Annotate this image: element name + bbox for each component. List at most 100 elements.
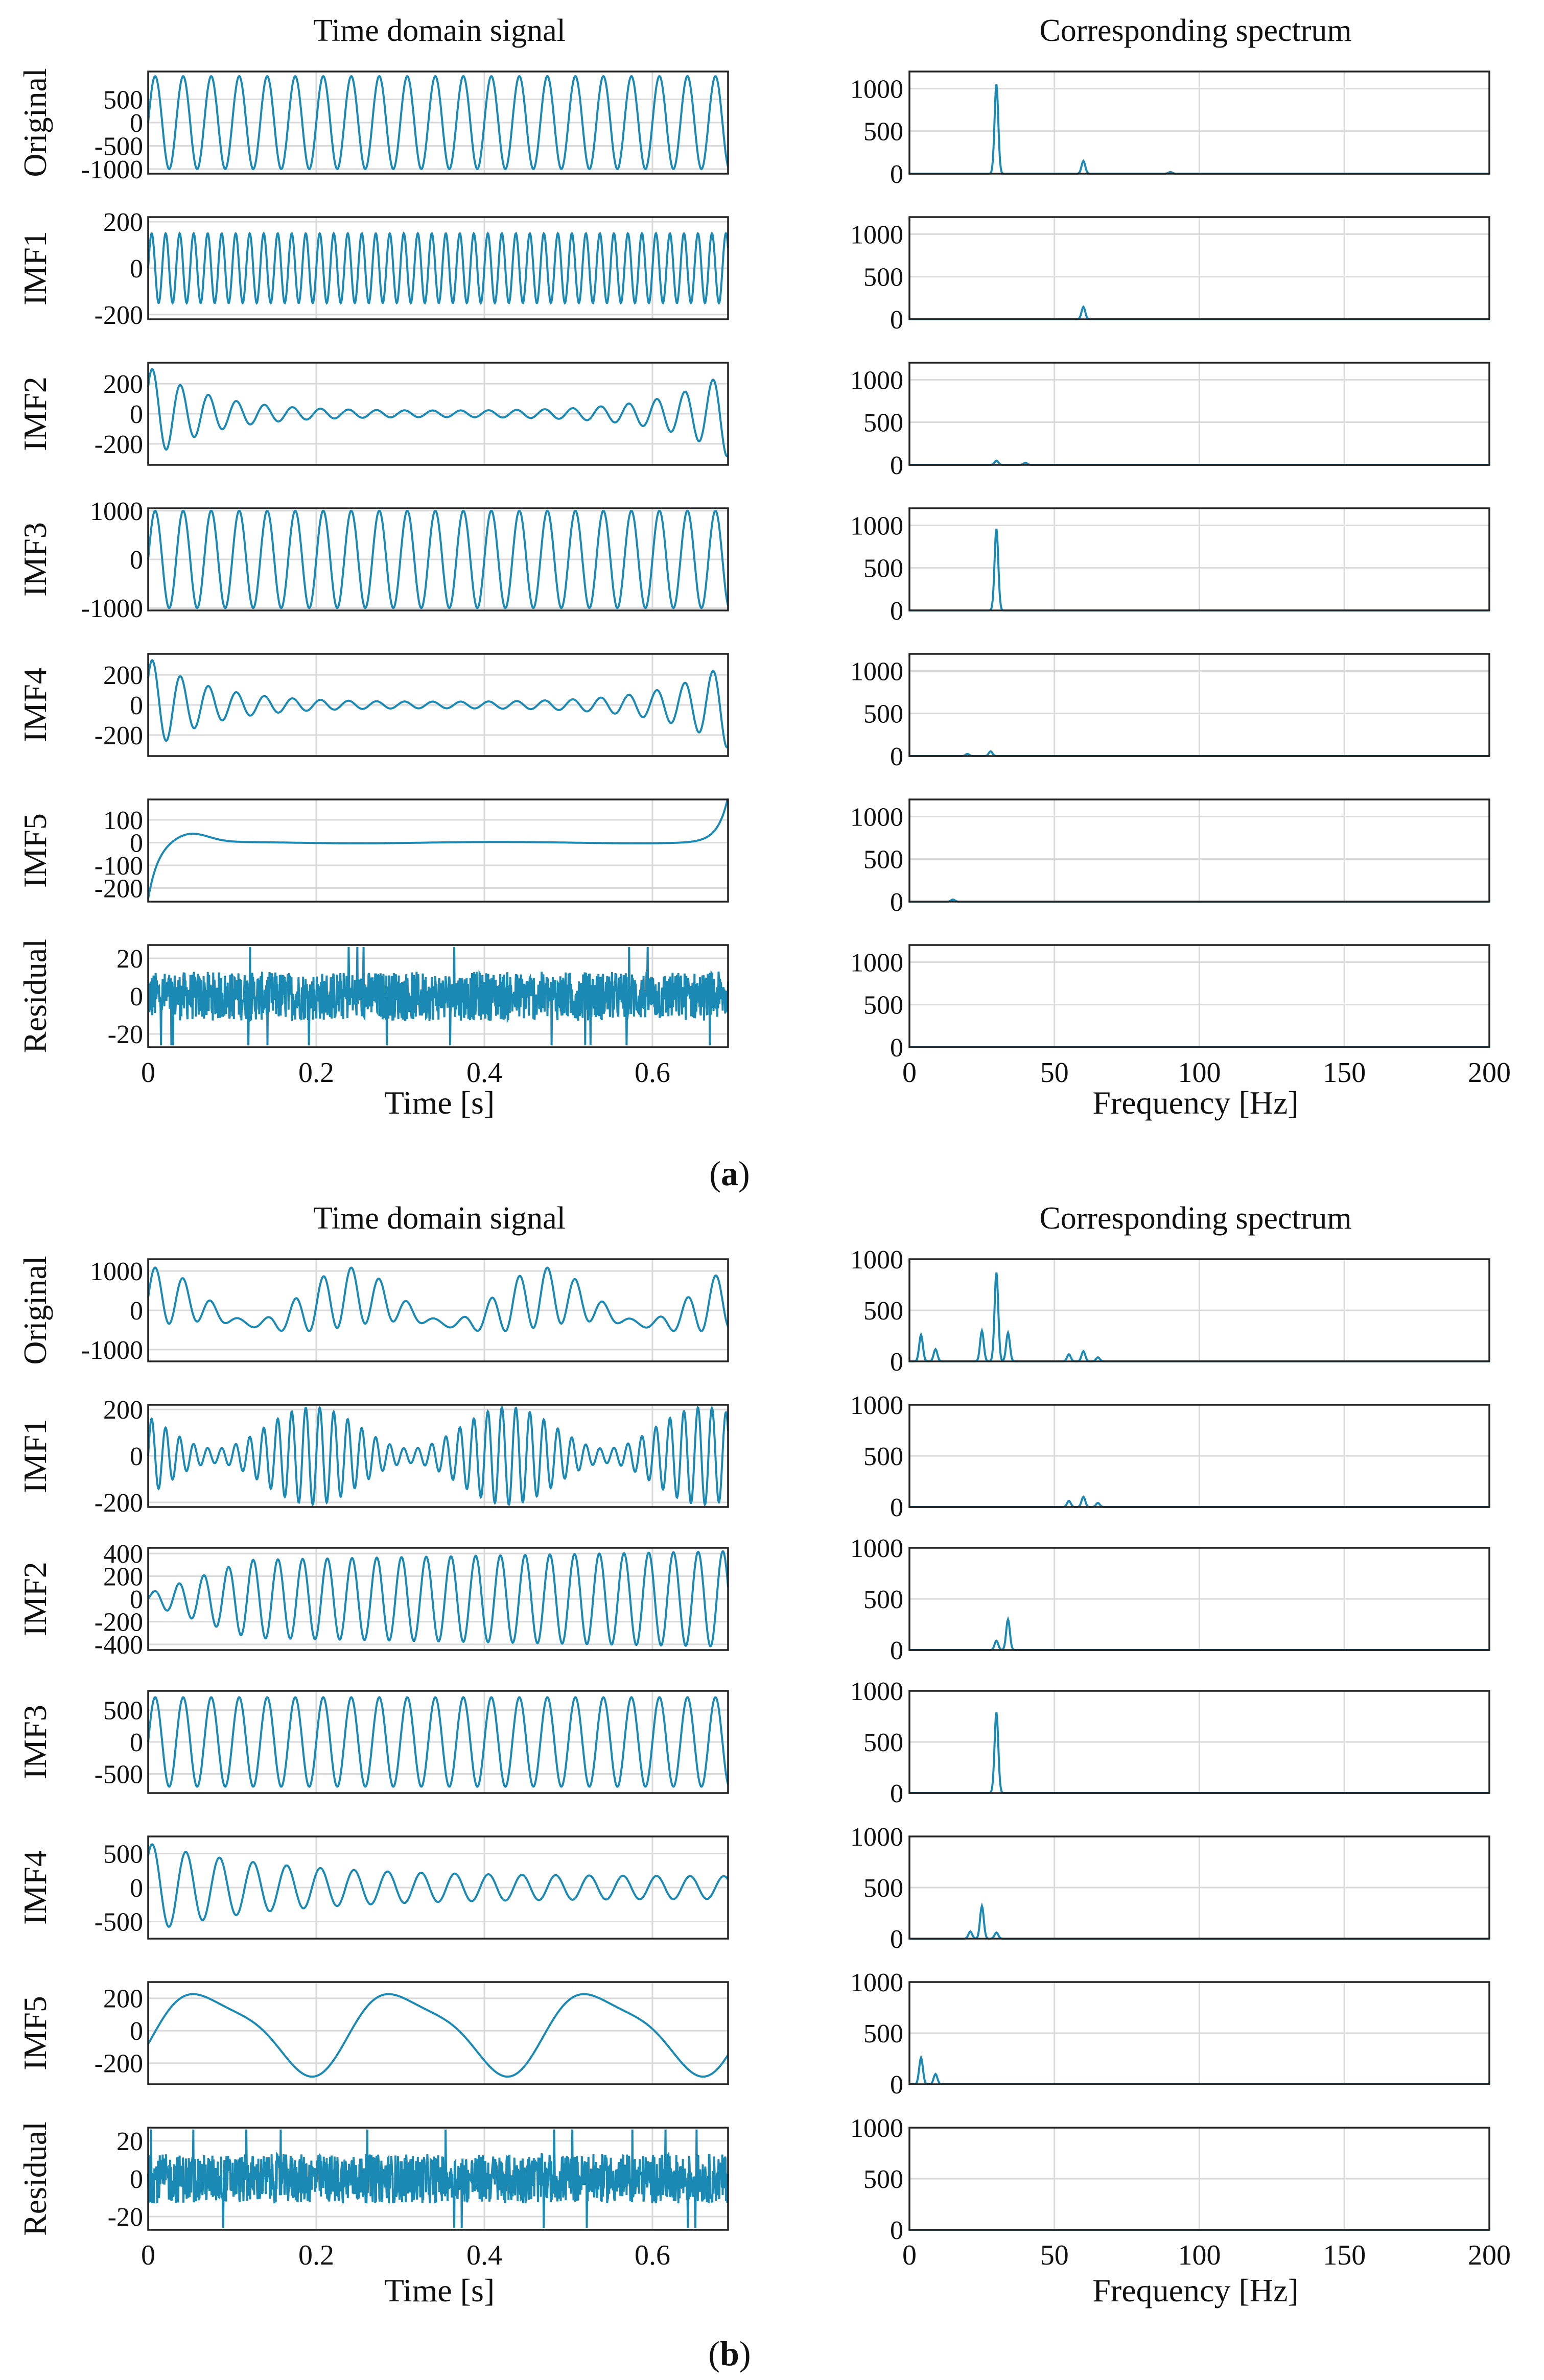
spec-axes-a-imf5: 0 500 1000 <box>850 798 1490 917</box>
ytick-label: 500 <box>863 991 903 1020</box>
axes-frame <box>908 1835 1490 1940</box>
ytick-label: 1000 <box>850 366 903 395</box>
series-original <box>147 1266 729 1332</box>
time-axes-b-imf5: 200 0 -200 IMF5 <box>17 1981 729 2085</box>
ytick-label: 0 <box>130 1585 143 1614</box>
ytick-label: 0 <box>130 109 143 138</box>
time-axes-b-imf4: 500 0 -500 IMF4 <box>17 1835 729 1940</box>
ylabel-residual: Residual <box>17 939 53 1053</box>
axes-frame <box>147 653 729 757</box>
ytick-label: 1000 <box>850 1968 903 1997</box>
ylabel-imf4: IMF4 <box>17 1850 53 1925</box>
xtick-label: 0 <box>141 2240 155 2271</box>
spec-axes-b-residual: 0 500 1000 0 50 100 150 200 <box>850 2114 1511 2271</box>
ylabel-original: Original <box>17 68 53 177</box>
spec-axes-b-imf4: 0 500 1000 <box>850 1823 1490 1954</box>
ytick-label: -100 <box>95 852 143 881</box>
xtick-label: 0 <box>141 1057 155 1089</box>
xtick-label: 50 <box>1040 2240 1069 2271</box>
ytick-label: 0 <box>890 1033 903 1063</box>
axes-frame <box>908 2127 1490 2231</box>
ylabel-imf3: IMF3 <box>17 522 53 597</box>
ytick-label: 500 <box>863 700 903 729</box>
spec-axes-a-original: 0 500 1000 <box>850 70 1490 189</box>
ytick-label: 0 <box>130 546 143 575</box>
ytick-label: 500 <box>103 1696 143 1726</box>
ytick-label: -200 <box>95 874 143 903</box>
ytick-label: -500 <box>95 1908 143 1937</box>
axes-frame <box>908 70 1490 175</box>
ytick-label: 500 <box>863 1442 903 1471</box>
ytick-label: 200 <box>103 1563 143 1592</box>
xtick-label: 150 <box>1323 2240 1366 2271</box>
axes-frame <box>147 944 729 1048</box>
ytick-label: 500 <box>863 1585 903 1614</box>
series-imf1 <box>147 1405 729 1507</box>
ytick-label: 1000 <box>90 1257 143 1286</box>
xtick-label: 0 <box>902 2240 917 2271</box>
xtick-label: 200 <box>1468 2240 1511 2271</box>
ytick-label: 500 <box>863 2019 903 2048</box>
ytick-label: 200 <box>103 1396 143 1425</box>
spec-axes-a-imf3: 0 500 1000 <box>850 507 1490 626</box>
ytick-label: -20 <box>108 1020 143 1049</box>
ytick-label: 1000 <box>850 803 903 832</box>
series-original <box>147 75 729 171</box>
ytick-label: -20 <box>108 2203 143 2232</box>
ytick-label: 1000 <box>850 2114 903 2143</box>
panel-b-time-title: Time domain signal <box>313 1201 566 1236</box>
series-imf5 <box>147 1993 729 2078</box>
time-axes-b-imf1: 200 0 -200 IMF1 <box>17 1396 729 1518</box>
ytick-label: 1000 <box>850 657 903 686</box>
ytick-label: -200 <box>95 721 143 750</box>
xtick-label: 0.6 <box>635 1057 670 1089</box>
axes-frame <box>147 362 729 466</box>
ytick-label: 0 <box>130 400 143 429</box>
ytick-label: 400 <box>103 1540 143 1569</box>
ylabel-imf5: IMF5 <box>17 1996 53 2070</box>
axes-frame <box>147 70 729 175</box>
panel-a-spec-title: Corresponding spectrum <box>1039 13 1351 48</box>
ytick-label: 0 <box>890 2216 903 2245</box>
xtick-label: 200 <box>1468 1057 1511 1089</box>
xtick-label: 50 <box>1040 1057 1069 1089</box>
ytick-label: 1000 <box>90 497 143 526</box>
ytick-label: -200 <box>95 1489 143 1518</box>
ytick-label: 500 <box>103 1840 143 1869</box>
series-imf2 <box>147 1550 729 1647</box>
ytick-label: -500 <box>95 132 143 161</box>
axes-frame <box>908 653 1490 757</box>
axes-frame <box>908 1547 1490 1651</box>
ytick-label: 1000 <box>850 1677 903 1706</box>
ytick-label: 1000 <box>850 1534 903 1563</box>
ytick-label: 1000 <box>850 948 903 977</box>
spec-axes-a-imf1: 0 500 1000 <box>850 216 1490 335</box>
axes-frame <box>908 1404 1490 1508</box>
ytick-label: 0 <box>890 597 903 626</box>
ytick-label: 0 <box>130 254 143 284</box>
ytick-label: 1000 <box>850 511 903 540</box>
ytick-label: 0 <box>130 829 143 858</box>
ylabel-imf1: IMF1 <box>17 1419 53 1493</box>
series-imf3 <box>147 509 729 609</box>
ytick-label: 500 <box>863 117 903 147</box>
ytick-label: 1000 <box>850 1391 903 1420</box>
ylabel-imf2: IMF2 <box>17 376 53 451</box>
ytick-label: 200 <box>103 1985 143 2014</box>
axes-frame <box>908 798 1490 903</box>
ytick-label: 0 <box>890 305 903 335</box>
spec-axes-b-imf2: 0 500 1000 <box>850 1534 1490 1665</box>
ytick-label: 1000 <box>850 75 903 104</box>
xtick-label: 0.2 <box>298 1057 334 1089</box>
ytick-label: 200 <box>103 208 143 237</box>
ytick-label: 0 <box>130 1297 143 1326</box>
axes-frame <box>147 1404 729 1508</box>
ytick-label: 500 <box>863 845 903 875</box>
ytick-label: 0 <box>890 451 903 480</box>
ytick-label: 100 <box>103 806 143 835</box>
ytick-label: 200 <box>103 661 143 690</box>
ytick-label: 500 <box>863 409 903 438</box>
